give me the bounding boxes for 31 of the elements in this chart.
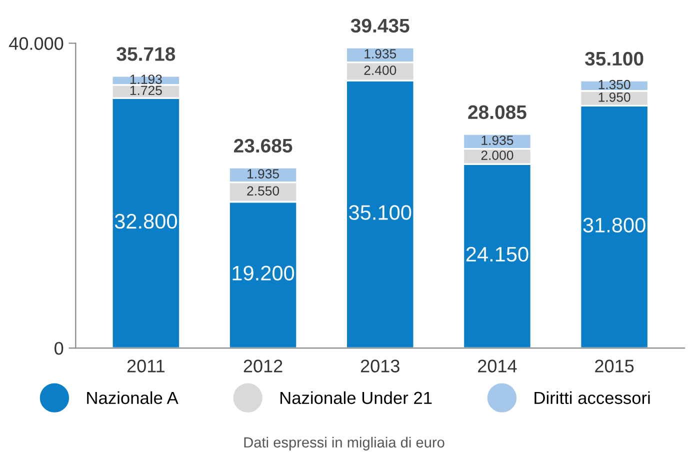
total-label: 23.685 xyxy=(234,138,292,153)
data-label: 1.935 xyxy=(482,136,514,145)
data-label: 35.100 xyxy=(349,205,412,220)
data-label: 32.800 xyxy=(114,214,177,229)
legend-label: Nazionale A xyxy=(87,391,178,404)
data-label: 2.000 xyxy=(481,150,514,160)
data-label: 1.193 xyxy=(130,74,162,84)
data-label: 1.725 xyxy=(130,86,162,96)
data-label: 19.200 xyxy=(232,266,294,281)
legend-label: Nazionale Under 21 xyxy=(280,391,432,404)
x-tick-label: 2011 xyxy=(127,360,164,372)
x-tick-label: 2012 xyxy=(244,360,282,372)
text: Dati espressi in migliaia di euro xyxy=(244,436,444,450)
legend-label: Diritti accessori xyxy=(534,391,650,404)
total-label: 39.435 xyxy=(350,18,410,33)
y-tick-label: 40.000 xyxy=(9,37,64,50)
data-label: 1.935 xyxy=(248,169,279,178)
data-label: 31.800 xyxy=(583,218,646,232)
data-label: 1.350 xyxy=(598,80,630,90)
total-label: 35.100 xyxy=(585,52,644,66)
y-tick-label: 0 xyxy=(54,342,64,355)
data-label: 24.150 xyxy=(466,246,528,262)
total-label: 28.085 xyxy=(468,105,526,120)
data-label: 1.950 xyxy=(598,92,630,102)
x-tick-label: 2015 xyxy=(595,360,634,372)
x-tick-label: 2013 xyxy=(360,360,400,372)
data-label: 2.400 xyxy=(364,66,396,75)
total-label: 35.718 xyxy=(116,47,176,61)
data-label: 2.550 xyxy=(247,186,280,196)
data-label: 1.935 xyxy=(364,49,396,58)
x-tick-label: 2014 xyxy=(478,360,517,372)
